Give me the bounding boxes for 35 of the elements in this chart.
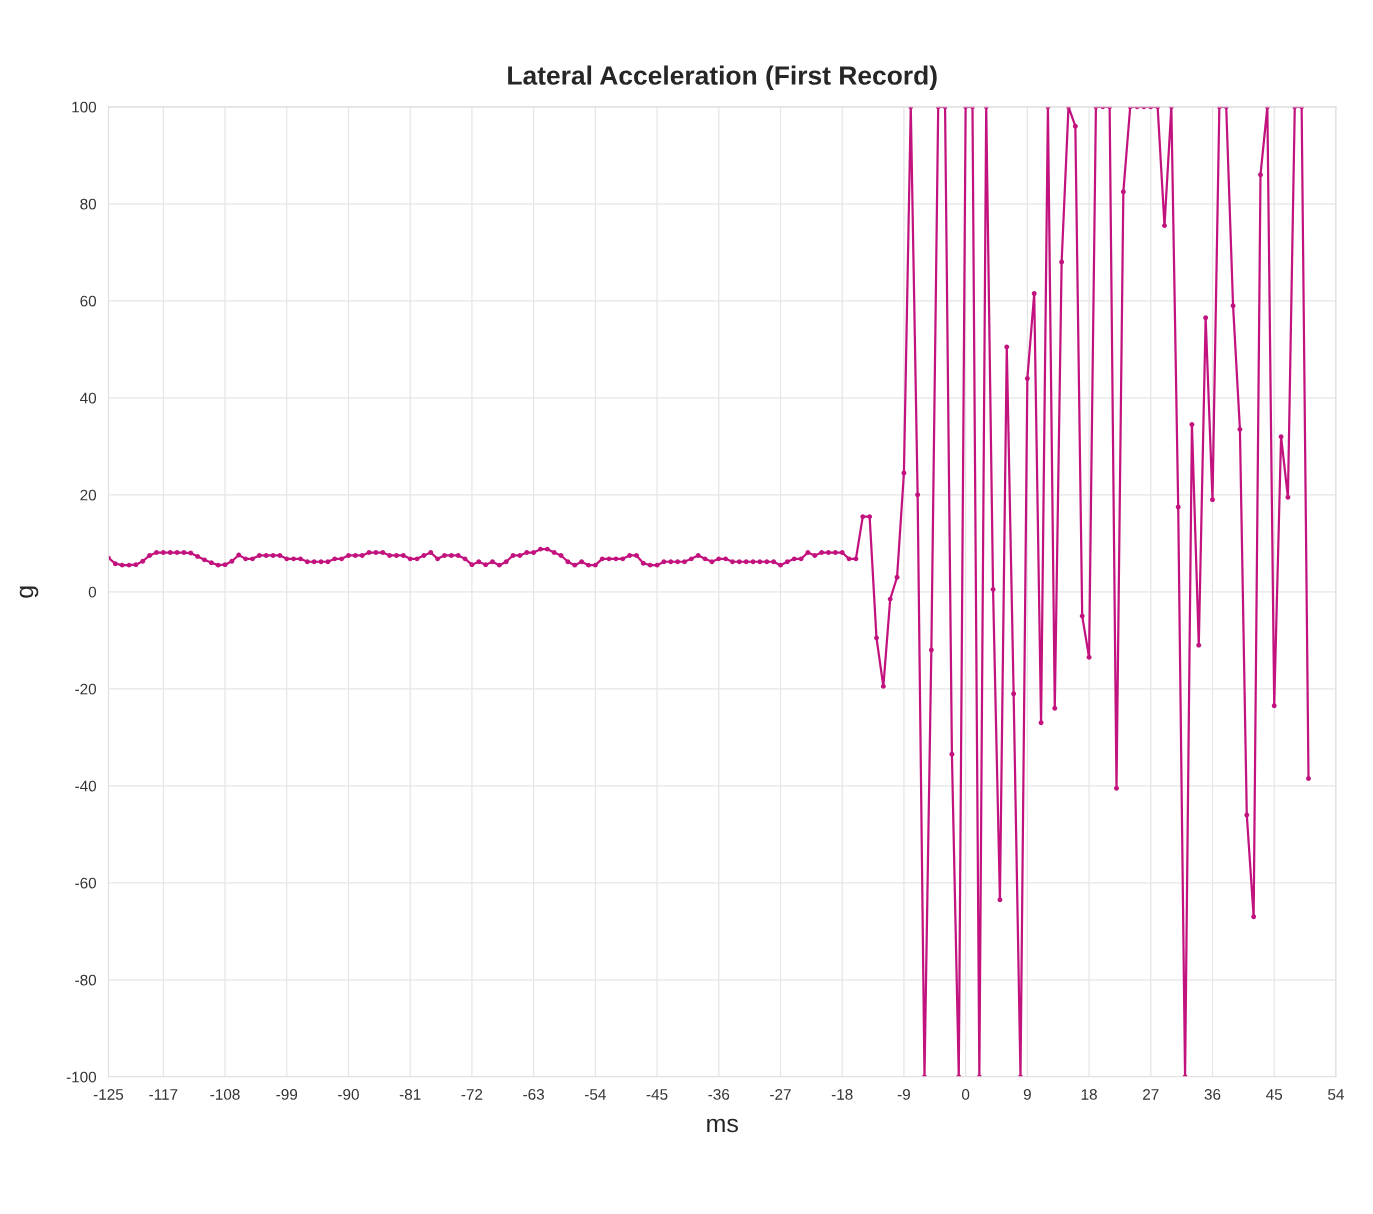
x-tick-label: 18: [1081, 1089, 1097, 1100]
y-tick-label: 100: [72, 101, 97, 113]
y-tick-label: -80: [75, 974, 97, 986]
x-tick-label: -45: [646, 1089, 668, 1100]
y-tick-label: -20: [75, 683, 97, 695]
chart-title: Lateral Acceleration (First Record): [508, 65, 937, 91]
x-tick-label: -125: [93, 1089, 124, 1100]
x-tick-label: 27: [1143, 1089, 1159, 1100]
x-tick-label: -18: [831, 1089, 853, 1100]
x-tick-label: -99: [276, 1089, 298, 1100]
x-tick-label: -9: [897, 1089, 910, 1100]
x-tick-label: 54: [1328, 1089, 1344, 1100]
y-tick-label: 40: [80, 392, 97, 404]
x-tick-label: -54: [584, 1089, 606, 1100]
y-tick-label: 80: [80, 198, 97, 210]
x-axis-title: ms: [707, 1118, 738, 1133]
y-tick-label: -100: [66, 1071, 97, 1083]
x-tick-label: -90: [338, 1089, 359, 1100]
x-tick-label: 9: [1023, 1089, 1031, 1100]
x-tick-label: 45: [1266, 1089, 1283, 1100]
y-tick-label: 20: [80, 489, 97, 501]
x-tick-label: -27: [770, 1089, 791, 1100]
x-tick-label: 36: [1204, 1089, 1221, 1100]
x-tick-label: -72: [461, 1089, 483, 1100]
x-tick-label: -81: [399, 1089, 421, 1100]
y-tick-label: 0: [88, 586, 97, 598]
x-tick-label: 0: [961, 1089, 970, 1100]
x-tick-label: -63: [523, 1089, 544, 1100]
y-tick-label: 60: [80, 295, 97, 307]
x-tick-label: -108: [210, 1089, 240, 1100]
x-tick-label: -36: [708, 1089, 730, 1100]
y-tick-label: -40: [75, 780, 97, 792]
y-axis-title: g: [19, 586, 39, 598]
x-tick-label: -117: [149, 1089, 178, 1100]
y-tick-label: -60: [75, 877, 97, 889]
